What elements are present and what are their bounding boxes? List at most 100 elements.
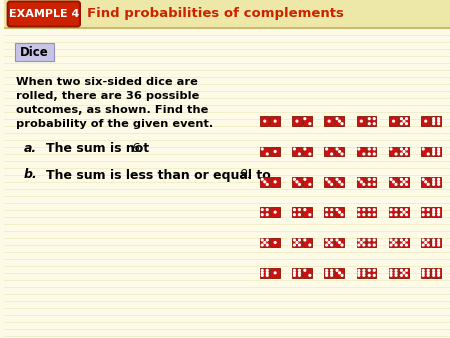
Circle shape bbox=[395, 272, 397, 274]
Circle shape bbox=[293, 178, 295, 180]
Circle shape bbox=[274, 181, 276, 183]
FancyBboxPatch shape bbox=[432, 177, 441, 187]
Circle shape bbox=[363, 244, 365, 246]
Circle shape bbox=[326, 148, 328, 150]
Circle shape bbox=[393, 181, 394, 183]
Circle shape bbox=[433, 118, 435, 120]
Circle shape bbox=[298, 272, 300, 274]
Circle shape bbox=[428, 209, 429, 211]
FancyBboxPatch shape bbox=[270, 208, 280, 217]
Circle shape bbox=[339, 151, 341, 152]
Circle shape bbox=[298, 214, 300, 216]
Circle shape bbox=[428, 269, 429, 271]
FancyBboxPatch shape bbox=[292, 116, 302, 126]
Circle shape bbox=[261, 148, 263, 150]
Circle shape bbox=[326, 274, 328, 276]
Circle shape bbox=[405, 214, 407, 216]
Circle shape bbox=[423, 178, 424, 180]
Circle shape bbox=[293, 244, 295, 246]
Circle shape bbox=[393, 242, 394, 243]
Circle shape bbox=[363, 184, 365, 185]
Circle shape bbox=[438, 118, 440, 120]
Circle shape bbox=[266, 272, 268, 274]
Circle shape bbox=[369, 123, 370, 125]
Circle shape bbox=[374, 178, 375, 180]
Circle shape bbox=[438, 148, 440, 150]
Circle shape bbox=[438, 151, 440, 152]
FancyBboxPatch shape bbox=[389, 116, 398, 126]
Circle shape bbox=[266, 274, 268, 276]
Circle shape bbox=[423, 269, 424, 271]
Circle shape bbox=[358, 244, 360, 246]
FancyBboxPatch shape bbox=[292, 268, 302, 277]
Circle shape bbox=[261, 274, 263, 276]
Circle shape bbox=[438, 239, 440, 241]
Circle shape bbox=[423, 148, 424, 150]
Circle shape bbox=[393, 120, 394, 122]
Circle shape bbox=[339, 272, 341, 274]
FancyBboxPatch shape bbox=[432, 208, 441, 217]
Circle shape bbox=[438, 123, 440, 125]
Circle shape bbox=[374, 153, 375, 155]
Circle shape bbox=[390, 148, 392, 150]
FancyBboxPatch shape bbox=[432, 238, 441, 247]
Circle shape bbox=[403, 120, 405, 122]
Circle shape bbox=[438, 184, 440, 185]
Circle shape bbox=[369, 239, 370, 241]
FancyBboxPatch shape bbox=[302, 177, 312, 187]
FancyBboxPatch shape bbox=[367, 177, 377, 187]
FancyBboxPatch shape bbox=[335, 147, 344, 156]
Circle shape bbox=[400, 118, 402, 120]
FancyBboxPatch shape bbox=[292, 177, 302, 187]
Circle shape bbox=[261, 269, 263, 271]
Circle shape bbox=[341, 214, 343, 216]
Text: When two six-sided dice are: When two six-sided dice are bbox=[16, 77, 198, 87]
Bar bbox=[4, 0, 450, 28]
Circle shape bbox=[433, 178, 435, 180]
Circle shape bbox=[363, 214, 365, 216]
Circle shape bbox=[405, 209, 407, 211]
Circle shape bbox=[433, 148, 435, 150]
Circle shape bbox=[374, 269, 375, 271]
Circle shape bbox=[395, 184, 397, 185]
Circle shape bbox=[274, 272, 276, 274]
FancyBboxPatch shape bbox=[367, 208, 377, 217]
Circle shape bbox=[395, 239, 397, 241]
Circle shape bbox=[304, 118, 306, 120]
Circle shape bbox=[374, 148, 375, 150]
Circle shape bbox=[339, 242, 341, 243]
FancyBboxPatch shape bbox=[260, 268, 270, 277]
Circle shape bbox=[261, 209, 263, 211]
FancyBboxPatch shape bbox=[270, 177, 280, 187]
FancyBboxPatch shape bbox=[302, 238, 312, 247]
Circle shape bbox=[336, 148, 338, 150]
Circle shape bbox=[438, 214, 440, 216]
Circle shape bbox=[423, 244, 424, 246]
Circle shape bbox=[405, 123, 407, 125]
Circle shape bbox=[425, 242, 427, 243]
Circle shape bbox=[304, 178, 306, 180]
Circle shape bbox=[274, 151, 276, 152]
Circle shape bbox=[293, 274, 295, 276]
FancyBboxPatch shape bbox=[270, 268, 280, 277]
FancyBboxPatch shape bbox=[356, 147, 366, 156]
FancyBboxPatch shape bbox=[367, 268, 377, 277]
FancyBboxPatch shape bbox=[15, 43, 54, 61]
Circle shape bbox=[309, 214, 311, 216]
Text: Dice: Dice bbox=[20, 46, 49, 58]
Circle shape bbox=[304, 239, 306, 241]
FancyBboxPatch shape bbox=[324, 268, 334, 277]
FancyBboxPatch shape bbox=[356, 208, 366, 217]
Circle shape bbox=[293, 209, 295, 211]
Circle shape bbox=[358, 214, 360, 216]
FancyBboxPatch shape bbox=[270, 147, 280, 156]
Circle shape bbox=[428, 272, 429, 274]
Circle shape bbox=[298, 239, 300, 241]
FancyBboxPatch shape bbox=[399, 177, 409, 187]
Circle shape bbox=[400, 239, 402, 241]
Circle shape bbox=[266, 269, 268, 271]
Circle shape bbox=[438, 181, 440, 183]
Circle shape bbox=[400, 269, 402, 271]
Circle shape bbox=[433, 209, 435, 211]
Circle shape bbox=[369, 269, 370, 271]
